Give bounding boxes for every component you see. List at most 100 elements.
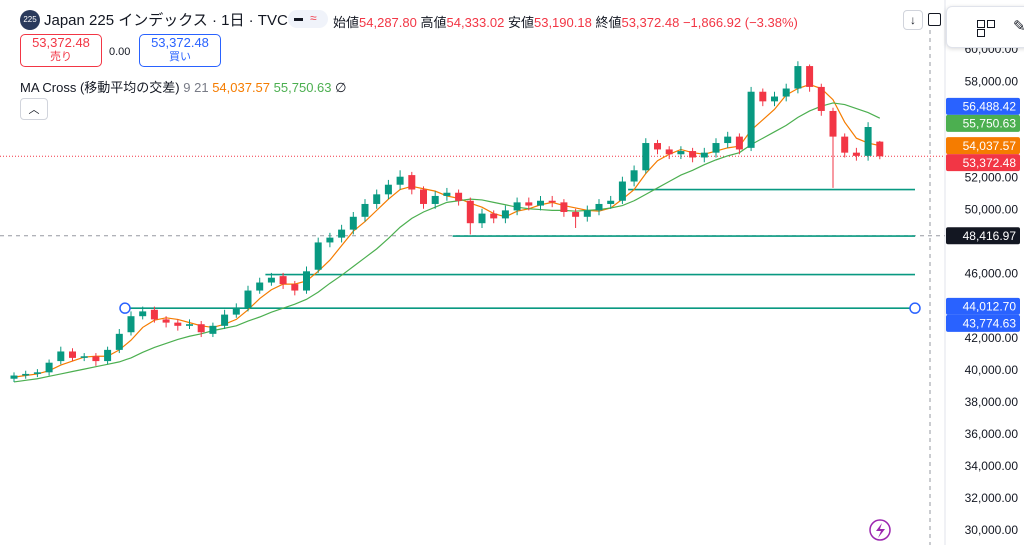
pen-icon[interactable]: ✎ [1013, 18, 1024, 35]
candle-body [665, 149, 673, 155]
indicator-value: 54,037.57 [212, 80, 271, 95]
price-label: 48,416.97 [963, 229, 1017, 243]
candle-body [197, 324, 205, 333]
candle-body [478, 213, 486, 224]
ohlc-label: 高値 [420, 15, 447, 30]
y-tick-label: 38,000.00 [965, 395, 1019, 409]
candle-body [572, 211, 580, 217]
candle-body [724, 136, 732, 144]
candle-body [735, 136, 743, 150]
candle-body [607, 200, 615, 204]
candle-body [841, 136, 849, 153]
candle-body [759, 91, 767, 102]
candle-body [618, 181, 626, 201]
alert-icon[interactable] [869, 519, 891, 541]
candle-body [115, 333, 123, 350]
y-tick-label: 32,000.00 [965, 491, 1019, 505]
candle-body [420, 189, 427, 204]
candle-body [150, 309, 158, 320]
candle-body [104, 349, 112, 362]
y-tick-label: 50,000.00 [965, 203, 1019, 217]
candle-body [256, 282, 264, 291]
collapse-button[interactable]: ↓ [903, 10, 923, 30]
toggle[interactable]: ≈ [288, 10, 328, 28]
candle-body [782, 88, 790, 97]
candle-body [221, 314, 229, 326]
candle-body [490, 213, 498, 219]
candle-body [712, 143, 720, 153]
y-tick-label: 46,000.00 [965, 267, 1019, 281]
candle-body [771, 96, 778, 102]
candle-body [232, 308, 240, 315]
collapse-legend[interactable]: ︿ [20, 98, 48, 120]
buy-button[interactable]: 53,372.48 買い [139, 34, 221, 67]
candle-body [852, 152, 860, 156]
price-label: 55,750.63 [963, 117, 1017, 131]
candle-body [513, 202, 521, 211]
y-tick-label: 34,000.00 [965, 459, 1019, 473]
ohlc-value: 53,372.48 [621, 15, 680, 30]
y-tick-label: 40,000.00 [965, 363, 1019, 377]
candle-body [338, 229, 346, 238]
sell-price: 53,372.48 [32, 35, 90, 50]
price-label-box [946, 114, 1020, 132]
price-label-box [946, 137, 1020, 155]
candle-body [677, 151, 685, 155]
indicator-symbol: ∅ [335, 80, 347, 95]
candle-body [174, 322, 182, 326]
candle-body [654, 143, 661, 150]
candle-body [689, 151, 697, 158]
price-label: 53,372.48 [963, 156, 1017, 170]
candle-body [455, 192, 463, 201]
candle-body [806, 66, 814, 87]
spread: 0.00 [109, 46, 131, 58]
candle-body [349, 216, 357, 230]
candle-body [384, 184, 392, 195]
line-handle [909, 302, 921, 314]
candle-body [525, 202, 533, 206]
candle-body [501, 210, 509, 219]
indicator-value: 55,750.63 [273, 80, 332, 95]
candle-body [267, 277, 275, 283]
candle-body [431, 195, 439, 204]
candle-body [829, 110, 837, 137]
alert-bolt [876, 523, 885, 538]
candle-body [69, 351, 76, 358]
price-label-box [946, 297, 1020, 315]
candle-body [127, 316, 135, 333]
indicator-params: 9 21 [183, 80, 209, 95]
candle-body [583, 210, 591, 217]
price-label: 43,774.63 [963, 317, 1017, 331]
price-label-box [946, 97, 1020, 115]
indicator-legend: MA Cross (移動平均の交差) 9 21 54,037.57 55,750… [20, 77, 346, 96]
buy-label: 買い [169, 51, 191, 63]
sell-label: 売り [50, 51, 72, 63]
candle-body [548, 200, 556, 203]
candle-body [186, 324, 193, 326]
price-label: 54,037.57 [963, 139, 1017, 153]
candle-body [630, 170, 638, 182]
ohlc: 始値54,287.80 高値54,333.02 安値53,190.18 終値53… [333, 12, 798, 31]
candle-body [291, 284, 299, 291]
candle-body [361, 203, 369, 217]
candle-body [57, 351, 65, 362]
candle-body [326, 237, 334, 243]
candle-body [80, 356, 88, 358]
candle-body [209, 325, 217, 334]
candle-body [373, 194, 381, 204]
symbol-badge: 225 [20, 10, 40, 30]
screen-button[interactable] [928, 13, 941, 26]
price-label: 44,012.70 [963, 300, 1017, 314]
candle-body [162, 319, 170, 323]
price-label-box [946, 314, 1020, 332]
sell-button[interactable]: 53,372.48 売り [20, 34, 102, 67]
y-tick-label: 42,000.00 [965, 331, 1019, 345]
candle-body [244, 290, 252, 309]
indicator-name[interactable]: MA Cross (移動平均の交差) [20, 80, 180, 95]
y-tick-label: 52,000.00 [965, 170, 1019, 184]
candle-body [595, 203, 603, 211]
candle-body [279, 276, 287, 285]
symbol-title[interactable]: Japan 225 インデックス · 1日 · TVC [44, 12, 288, 29]
